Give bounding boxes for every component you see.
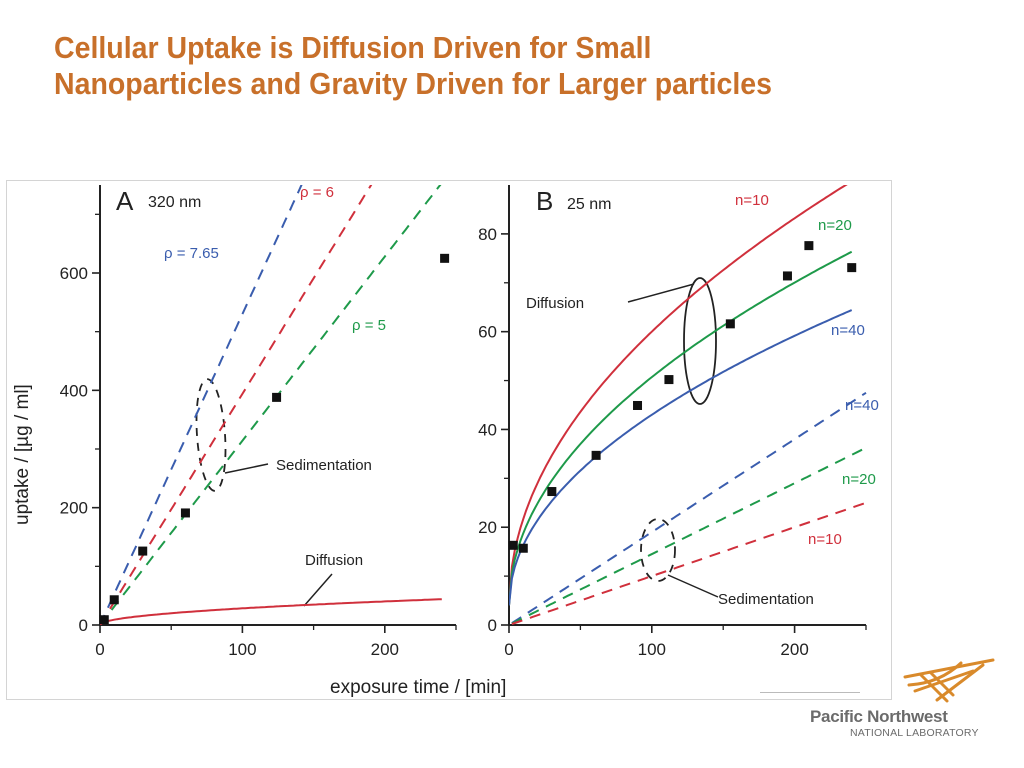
plot-area-b: 0 20 40 60 80 0 100 200 bbox=[478, 185, 867, 659]
data-point bbox=[547, 487, 557, 497]
series-label-n40-solid: n=40 bbox=[831, 322, 865, 339]
data-point bbox=[99, 615, 109, 625]
y-tick-label: 200 bbox=[60, 499, 88, 518]
figure-frame bbox=[6, 180, 892, 700]
panel-a-letter: A bbox=[116, 186, 134, 216]
data-point bbox=[180, 508, 190, 518]
annotation-sedimentation-a: Sedimentation bbox=[276, 457, 372, 474]
sedimentation-ellipse-a bbox=[195, 378, 227, 492]
y-tick-label: 600 bbox=[60, 264, 88, 283]
panel-a-title: 320 nm bbox=[148, 194, 201, 211]
panel-b-letter: B bbox=[536, 186, 553, 216]
panel-a: A 320 nm ρ = 7.65 ρ = 6 ρ = 5 Sedimentat… bbox=[60, 184, 457, 659]
series-label-n10-dashed: n=10 bbox=[808, 531, 842, 548]
panel-b: B 25 nm n=10 n=20 n=40 n=40 n=20 n=10 Di… bbox=[478, 185, 879, 659]
pnnl-logo-icon bbox=[903, 658, 995, 703]
series-line--6-dashed bbox=[100, 185, 373, 625]
series-label-rho-6: ρ = 6 bbox=[300, 184, 334, 201]
y-tick-label: 20 bbox=[478, 518, 497, 537]
diffusion-ellipse-b bbox=[683, 277, 717, 405]
x-axis-label: exposure time / [min] bbox=[330, 677, 506, 698]
sedimentation-ellipse-b bbox=[640, 518, 676, 582]
data-point bbox=[633, 400, 643, 410]
sedimentation-pointer-a bbox=[224, 463, 269, 474]
data-point bbox=[109, 595, 119, 605]
x-tick-label: 0 bbox=[95, 640, 104, 659]
data-point bbox=[138, 546, 148, 556]
y-tick-label: 60 bbox=[478, 323, 497, 342]
data-point bbox=[847, 263, 857, 273]
series-line-n-40-dashed bbox=[511, 391, 867, 624]
x-tick-label: 200 bbox=[780, 640, 808, 659]
series-line-n-20-solid bbox=[509, 250, 853, 606]
data-point bbox=[591, 450, 601, 460]
series-line--7-65-dashed bbox=[100, 185, 303, 625]
series-line-n-20-dashed bbox=[511, 446, 867, 625]
logo-divider bbox=[760, 692, 860, 693]
data-point bbox=[272, 392, 282, 402]
y-tick-label: 80 bbox=[478, 225, 497, 244]
data-point bbox=[725, 319, 735, 329]
x-tick-label: 100 bbox=[228, 640, 256, 659]
x-tick-label: 100 bbox=[638, 640, 666, 659]
y-tick-label: 0 bbox=[79, 616, 88, 635]
panel-b-title: 25 nm bbox=[567, 196, 611, 213]
x-tick-label: 200 bbox=[371, 640, 399, 659]
series-line-n-10-dashed bbox=[511, 501, 867, 625]
series-label-n40-dashed: n=40 bbox=[845, 397, 879, 414]
logo-text-secondary: NATIONAL LABORATORY bbox=[850, 727, 979, 739]
y-tick-label: 0 bbox=[488, 616, 497, 635]
annotation-sedimentation-b: Sedimentation bbox=[718, 591, 814, 608]
plot-area-a: 0 200 400 600 0 100 200 bbox=[60, 185, 457, 659]
y-tick-label: 40 bbox=[478, 420, 497, 439]
data-point bbox=[804, 241, 814, 251]
series-label-rho-7-65: ρ = 7.65 bbox=[164, 245, 219, 262]
sedimentation-pointer-b bbox=[667, 574, 719, 598]
annotation-diffusion-b: Diffusion bbox=[526, 295, 584, 312]
data-point bbox=[508, 540, 518, 550]
diffusion-pointer-a bbox=[303, 573, 333, 607]
series-group bbox=[509, 185, 867, 625]
data-point bbox=[664, 375, 674, 385]
pnnl-logo: Pacific Northwest NATIONAL LABORATORY bbox=[760, 655, 1020, 745]
x-tick-label: 0 bbox=[504, 640, 513, 659]
series-line-diffusion-solid bbox=[100, 598, 442, 625]
series-label-rho-5: ρ = 5 bbox=[352, 317, 386, 334]
data-point bbox=[440, 253, 450, 263]
data-point bbox=[518, 543, 528, 553]
series-line-n-40-solid bbox=[509, 309, 853, 606]
series-line-n-10-solid bbox=[509, 185, 848, 606]
series-label-n10-solid: n=10 bbox=[735, 192, 769, 209]
diffusion-pointer-b bbox=[627, 283, 695, 303]
y-tick-label: 400 bbox=[60, 381, 88, 400]
series-group bbox=[100, 185, 442, 625]
y-axis-label: uptake / [µg / ml] bbox=[12, 384, 33, 525]
series-label-n20-dashed: n=20 bbox=[842, 471, 876, 488]
series-label-n20-solid: n=20 bbox=[818, 217, 852, 234]
logo-text-primary: Pacific Northwest bbox=[810, 707, 948, 726]
annotation-diffusion-a: Diffusion bbox=[305, 552, 363, 569]
slide-title: Cellular Uptake is Diffusion Driven for … bbox=[54, 30, 773, 101]
data-point bbox=[782, 271, 792, 281]
